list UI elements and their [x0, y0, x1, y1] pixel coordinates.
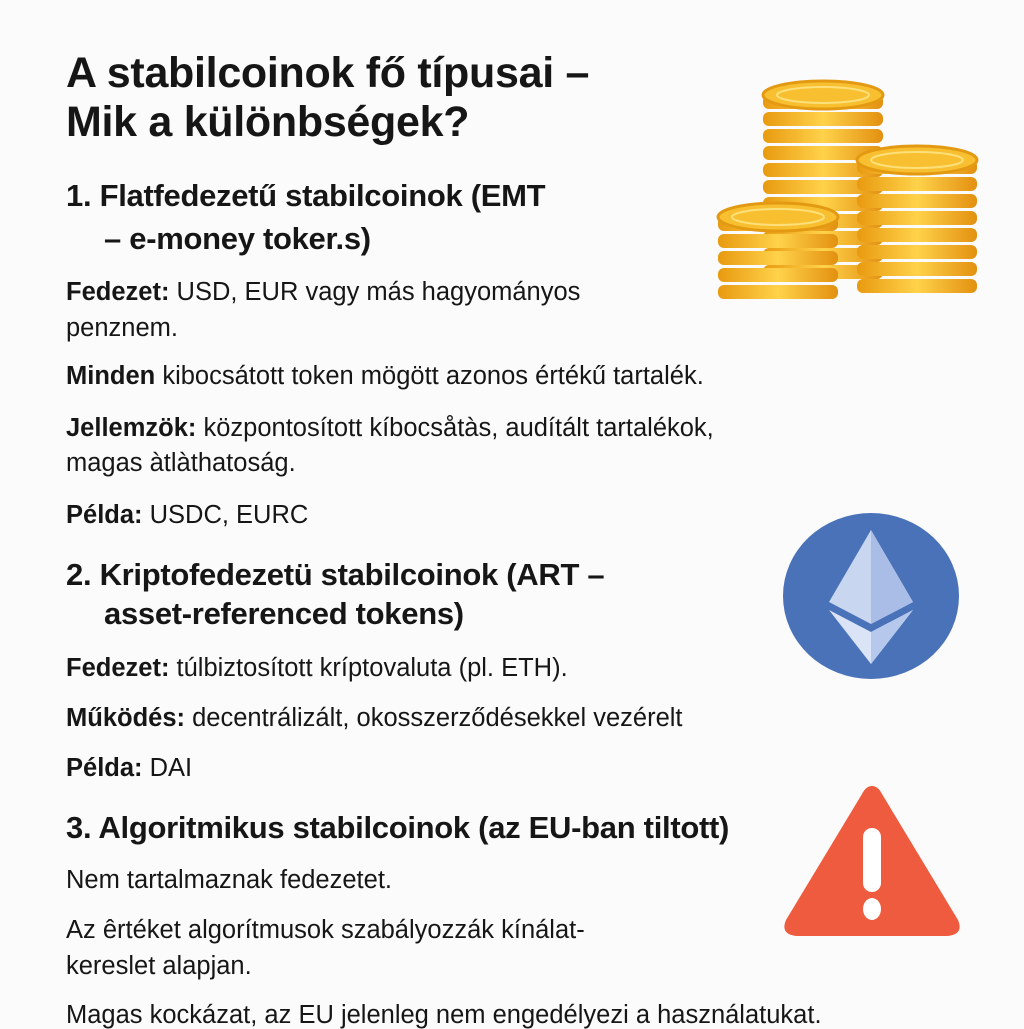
section-2-item-2: Működés: decentrálizált, okosszerződések… — [66, 704, 683, 732]
coin — [763, 163, 883, 177]
item-text: USDC, EURC — [142, 501, 309, 529]
coin-rim — [776, 86, 870, 104]
coin — [857, 177, 977, 191]
section-2-heading: 2. Kriptofedezetü stabilcoinok (ART – — [66, 557, 605, 592]
item-label: Példa: — [66, 501, 143, 529]
coin — [763, 180, 883, 194]
section-2-item-3: Példa: DAI — [66, 754, 193, 782]
item-text: központosított kíbocsåtàs, audítált tart… — [196, 414, 714, 442]
page-title-line-2: Mik a különbségek? — [66, 98, 470, 146]
coin — [718, 234, 838, 248]
item-label: Fedezet: — [66, 278, 170, 306]
coin — [763, 112, 883, 126]
coin — [718, 251, 838, 265]
section-1-heading-cont: – e-money toker.s) — [104, 221, 371, 256]
section-3-item-2: Az êrtéket algorítmusok szabályozzák kín… — [66, 916, 585, 944]
coin-rim — [731, 208, 825, 226]
ethereum-icon — [783, 513, 959, 679]
coin-top — [855, 144, 979, 176]
coin-top — [716, 201, 840, 233]
coin — [857, 211, 977, 225]
coin — [857, 262, 977, 276]
item-label: Példa: — [66, 754, 143, 782]
section-2-item-1: Fedezet: túlbiztosított kríptovaluta (pl… — [66, 654, 568, 682]
item-text: DAI — [142, 754, 193, 782]
section-3-item-2-cont: kereslet alapjan. — [66, 952, 252, 980]
section-1-item-3-cont: magas àtlàthatoság. — [66, 449, 296, 477]
coin — [718, 285, 838, 299]
gold-coin-stacks-icon — [716, 79, 979, 299]
warning-icon — [784, 786, 960, 936]
coin — [857, 279, 977, 293]
coin — [718, 268, 838, 282]
section-1-heading: 1. Flatfedezetű stabilcoinok (EMT — [66, 178, 546, 213]
section-3-item-3: Magas kockázat, az EU jelenleg nem enged… — [66, 1001, 822, 1029]
section-3-item-1: Nem tartalmaznak fedezetet. — [66, 866, 392, 894]
item-label: Fedezet: — [66, 654, 170, 682]
item-label: Működés: — [66, 704, 186, 732]
coin — [763, 146, 883, 160]
section-3-heading: 3. Algoritmikus stabilcoinok (az EU-ban … — [66, 810, 730, 845]
section-2-heading-cont: asset-referenced tokens) — [104, 596, 464, 631]
item-text: kibocsátott token mögött azonos értékű t… — [155, 362, 704, 390]
coin-rim — [870, 151, 964, 169]
coin-top — [761, 79, 885, 111]
item-text: USD, EUR vagy más hagyományos — [169, 278, 581, 306]
item-label: Minden — [66, 362, 156, 390]
page-title-line-1: A stabilcoinok fő típusai – — [66, 49, 590, 97]
coin — [763, 129, 883, 143]
item-text: túlbiztosított kríptovaluta (pl. ETH). — [169, 654, 568, 682]
section-1-item-2: Minden kibocsátott token mögött azonos é… — [66, 362, 704, 390]
coin — [857, 228, 977, 242]
section-1-item-3: Jellemzök: központosított kíbocsåtàs, au… — [66, 414, 714, 442]
section-1-item-4: Példa: USDC, EURC — [66, 501, 309, 529]
item-text: decentrálizált, okosszerződésekkel vezér… — [185, 704, 683, 732]
section-1-item-1-cont: penznem. — [66, 314, 178, 342]
coin — [857, 194, 977, 208]
coin — [857, 245, 977, 259]
item-label: Jellemzök: — [66, 414, 197, 442]
section-1-item-1: Fedezet: USD, EUR vagy más hagyományos — [66, 278, 581, 306]
